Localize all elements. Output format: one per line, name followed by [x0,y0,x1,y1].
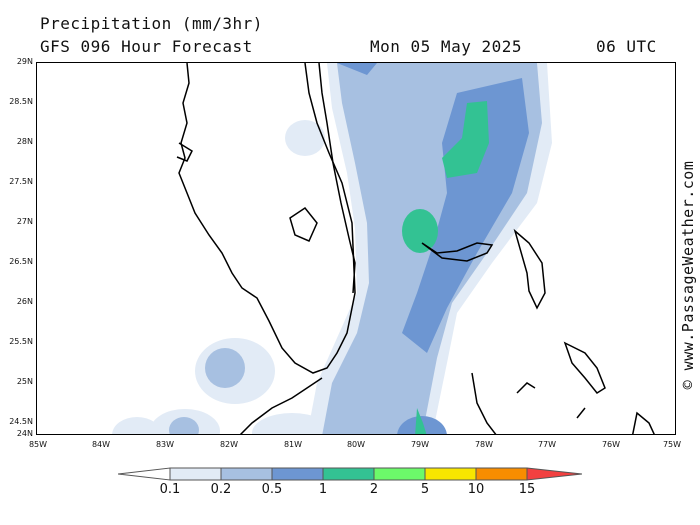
precip-heavy-layer [402,101,489,434]
lon-label: 80W [346,440,366,449]
lat-label: 25N [16,377,33,386]
legend-label: 5 [420,482,430,497]
lat-label: 27.5N [9,177,33,186]
lon-label: 77W [537,440,557,449]
legend-low-arrow [118,467,171,481]
site-credit: © www.PassageWeather.com [679,160,697,390]
coastlines [176,63,655,434]
legend-swatch [271,467,324,481]
legend-label: 15 [518,482,536,497]
lat-label: 28.5N [9,97,33,106]
legend-label: 1 [318,482,328,497]
lon-label: 82W [219,440,239,449]
map-title: Precipitation (mm/3hr) [40,14,263,33]
precipitation-map [36,62,676,435]
lat-label: 29N [16,57,33,66]
lat-label: 24.5N [9,417,33,426]
lon-label: 76W [601,440,621,449]
map-canvas [112,63,655,434]
lon-label: 85W [28,440,48,449]
legend-label: 2 [369,482,379,497]
legend-high-arrow [526,467,582,481]
legend-label: 0.2 [210,482,232,497]
legend-label: 0.1 [159,482,181,497]
lat-label: 27N [16,217,33,226]
lat-label: 26N [16,297,33,306]
lon-label: 83W [155,440,175,449]
lat-label: 26.5N [9,257,33,266]
lon-label: 81W [283,440,303,449]
valid-time: 06 UTC [596,37,657,56]
lon-label: 75W [662,440,682,449]
legend-swatch [169,467,222,481]
lon-label: 79W [410,440,430,449]
lat-label: 28N [16,137,33,146]
color-legend [118,467,582,481]
legend-swatch [322,467,375,481]
legend-swatch [220,467,273,481]
legend-swatch [475,467,528,481]
lon-label: 78W [474,440,494,449]
legend-swatch [373,467,426,481]
lon-label: 84W [91,440,111,449]
valid-date: Mon 05 May 2025 [370,37,522,56]
legend-swatch [424,467,477,481]
lat-label: 24N [16,429,33,438]
legend-label: 10 [467,482,485,497]
model-label: GFS 096 Hour Forecast [40,37,253,56]
lat-label: 25.5N [9,337,33,346]
legend-label: 0.5 [261,482,283,497]
